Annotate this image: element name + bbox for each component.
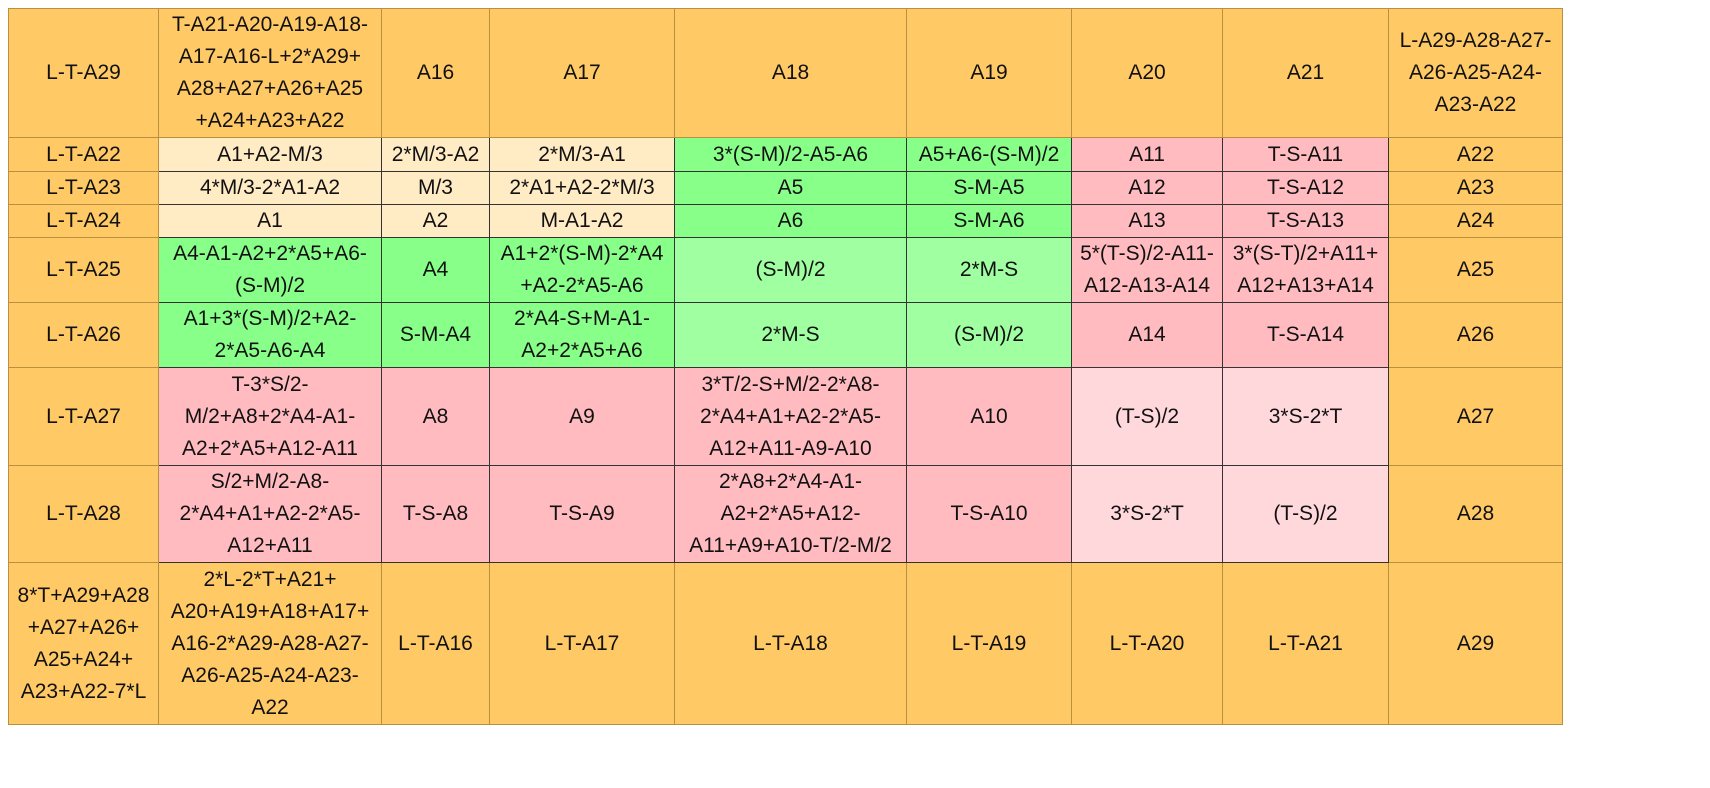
table-cell: A18 [674,8,907,138]
table-cell: A24 [1388,204,1563,238]
table-cell: A4-A1-A2+2*A5+A6- (S-M)/2 [158,237,382,303]
table-cell: T-S-A10 [906,465,1072,563]
table-cell: L-T-A22 [8,137,159,172]
table-cell: S-M-A5 [906,171,1072,205]
table-cell: (S-M)/2 [906,302,1072,368]
table-cell: 2*M/3-A1 [489,137,675,172]
table-cell: A22 [1388,137,1563,172]
table-cell: T-3*S/2- M/2+A8+2*A4-A1- A2+2*A5+A12-A11 [158,367,382,466]
table-cell: A1+A2-M/3 [158,137,382,172]
table-cell: 3*S-2*T [1071,465,1223,563]
table-cell: T-A21-A20-A19-A18- A17-A16-L+2*A29+ A28+… [158,8,382,138]
table-cell: A13 [1071,204,1223,238]
table-cell: A1 [158,204,382,238]
table-cell: T-S-A11 [1222,137,1389,172]
table-cell: A12 [1071,171,1223,205]
table-row: L-T-A26 A1+3*(S-M)/2+A2- 2*A5-A6-A4 S-M-A4… [8,302,1563,368]
table-cell: A8 [381,367,490,466]
table-cell: (S-M)/2 [674,237,907,303]
table-cell: T-S-A8 [381,465,490,563]
table-cell: A5+A6-(S-M)/2 [906,137,1072,172]
table-cell: A27 [1388,367,1563,466]
table-cell: T-S-A9 [489,465,675,563]
table-cell: A14 [1071,302,1223,368]
table-cell: (T-S)/2 [1071,367,1223,466]
table-cell: 3*(S-T)/2+A11+ A12+A13+A14 [1222,237,1389,303]
table-cell: A23 [1388,171,1563,205]
table-cell: L-T-A18 [674,562,907,725]
table-row: L-T-A29 T-A21-A20-A19-A18- A17-A16-L+2*A2… [8,8,1563,138]
table-cell: A5 [674,171,907,205]
table-cell: 2*A1+A2-2*M/3 [489,171,675,205]
table-cell: A29 [1388,562,1563,725]
table-cell: A9 [489,367,675,466]
table-cell: L-T-A24 [8,204,159,238]
table-cell: A16 [381,8,490,138]
table-cell: L-T-A26 [8,302,159,368]
table-cell: A26 [1388,302,1563,368]
formula-table: L-T-A29 T-A21-A20-A19-A18- A17-A16-L+2*A2… [8,8,1563,725]
table-cell: (T-S)/2 [1222,465,1389,563]
table-cell: 5*(T-S)/2-A11- A12-A13-A14 [1071,237,1223,303]
table-cell: L-T-A27 [8,367,159,466]
table-cell: A2 [381,204,490,238]
table-cell: A6 [674,204,907,238]
table-row: L-T-A28 S/2+M/2-A8- 2*A4+A1+A2-2*A5- A12+… [8,465,1563,563]
table-cell: T-S-A13 [1222,204,1389,238]
table-cell: L-T-A23 [8,171,159,205]
table-row: 8*T+A29+A28 +A27+A26+ A25+A24+ A23+A22-7… [8,562,1563,725]
table-cell: S-M-A4 [381,302,490,368]
table-cell: A28 [1388,465,1563,563]
table-cell: L-T-A19 [906,562,1072,725]
table-cell: M/3 [381,171,490,205]
table-cell: 3*T/2-S+M/2-2*A8- 2*A4+A1+A2-2*A5- A12+A… [674,367,907,466]
table-cell: L-T-A20 [1071,562,1223,725]
table-row: L-T-A22 A1+A2-M/3 2*M/3-A2 2*M/3-A1 3*(S-M)/… [8,137,1563,172]
table-cell: A11 [1071,137,1223,172]
table-cell: T-S-A12 [1222,171,1389,205]
table-cell: 2*M-S [674,302,907,368]
table-cell: A17 [489,8,675,138]
table-cell: 2*L-2*T+A21+ A20+A19+A18+A17+ A16-2*A29-… [158,562,382,725]
table-cell: L-A29-A28-A27- A26-A25-A24- A23-A22 [1388,8,1563,138]
table-cell: A1+3*(S-M)/2+A2- 2*A5-A6-A4 [158,302,382,368]
table-row: L-T-A24 A1 A2 M-A1-A2 A6 S-M-A6 A13 T-S-A13 A24 [8,204,1563,238]
table-cell: T-S-A14 [1222,302,1389,368]
table-cell: 3*S-2*T [1222,367,1389,466]
table-cell: 2*M-S [906,237,1072,303]
table-cell: A10 [906,367,1072,466]
table-cell: 8*T+A29+A28 +A27+A26+ A25+A24+ A23+A22-7… [8,562,159,725]
table-cell: 2*A8+2*A4-A1- A2+2*A5+A12- A11+A9+A10-T/… [674,465,907,563]
table-cell: M-A1-A2 [489,204,675,238]
table-cell: A20 [1071,8,1223,138]
table-cell: L-T-A17 [489,562,675,725]
table-cell: A1+2*(S-M)-2*A4 +A2-2*A5-A6 [489,237,675,303]
table-row: L-T-A23 4*M/3-2*A1-A2 M/3 2*A1+A2-2*M/3 A5 S-… [8,171,1563,205]
table-cell: L-T-A28 [8,465,159,563]
table-cell: A19 [906,8,1072,138]
table-cell: L-T-A21 [1222,562,1389,725]
table-cell: L-T-A16 [381,562,490,725]
table-cell: 2*M/3-A2 [381,137,490,172]
table-cell: L-T-A29 [8,8,159,138]
table-cell: 3*(S-M)/2-A5-A6 [674,137,907,172]
table-row: L-T-A25 A4-A1-A2+2*A5+A6- (S-M)/2 A4 A1+2*(… [8,237,1563,303]
table-cell: L-T-A25 [8,237,159,303]
table-cell: 4*M/3-2*A1-A2 [158,171,382,205]
table-cell: A21 [1222,8,1389,138]
table-cell: S-M-A6 [906,204,1072,238]
table-cell: A4 [381,237,490,303]
table-cell: A25 [1388,237,1563,303]
table-row: L-T-A27 T-3*S/2- M/2+A8+2*A4-A1- A2+2*A5+… [8,367,1563,466]
table-cell: S/2+M/2-A8- 2*A4+A1+A2-2*A5- A12+A11 [158,465,382,563]
table-cell: 2*A4-S+M-A1- A2+2*A5+A6 [489,302,675,368]
